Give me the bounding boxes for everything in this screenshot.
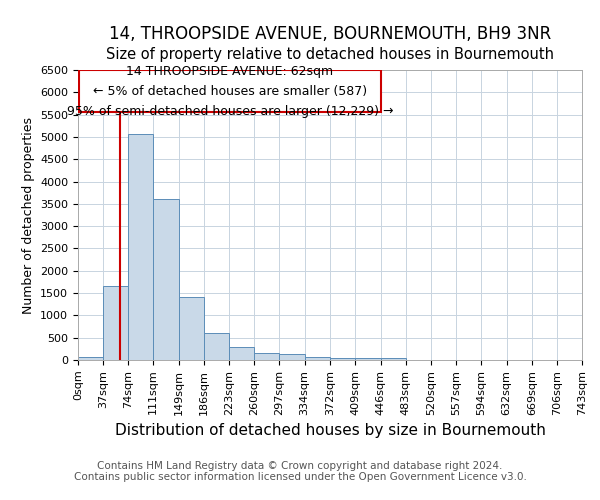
Text: Size of property relative to detached houses in Bournemouth: Size of property relative to detached ho… <box>106 48 554 62</box>
Bar <box>254 354 280 360</box>
Bar <box>179 296 204 360</box>
Bar <box>204 333 229 360</box>
Bar <box>78 358 103 360</box>
Bar <box>280 354 305 360</box>
Bar <box>153 200 179 360</box>
Bar <box>355 358 380 360</box>
X-axis label: Distribution of detached houses by size in Bournemouth: Distribution of detached houses by size … <box>115 423 545 438</box>
Text: 14 THROOPSIDE AVENUE: 62sqm
← 5% of detached houses are smaller (587)
95% of sem: 14 THROOPSIDE AVENUE: 62sqm ← 5% of deta… <box>67 64 393 118</box>
FancyBboxPatch shape <box>79 70 380 112</box>
Bar <box>331 358 355 360</box>
Bar <box>229 347 254 360</box>
Bar <box>128 134 153 360</box>
Bar <box>103 286 128 360</box>
Text: Contains HM Land Registry data © Crown copyright and database right 2024.
Contai: Contains HM Land Registry data © Crown c… <box>74 461 526 482</box>
Bar <box>305 356 331 360</box>
Bar <box>380 358 406 360</box>
Y-axis label: Number of detached properties: Number of detached properties <box>22 116 35 314</box>
Text: 14, THROOPSIDE AVENUE, BOURNEMOUTH, BH9 3NR: 14, THROOPSIDE AVENUE, BOURNEMOUTH, BH9 … <box>109 25 551 43</box>
